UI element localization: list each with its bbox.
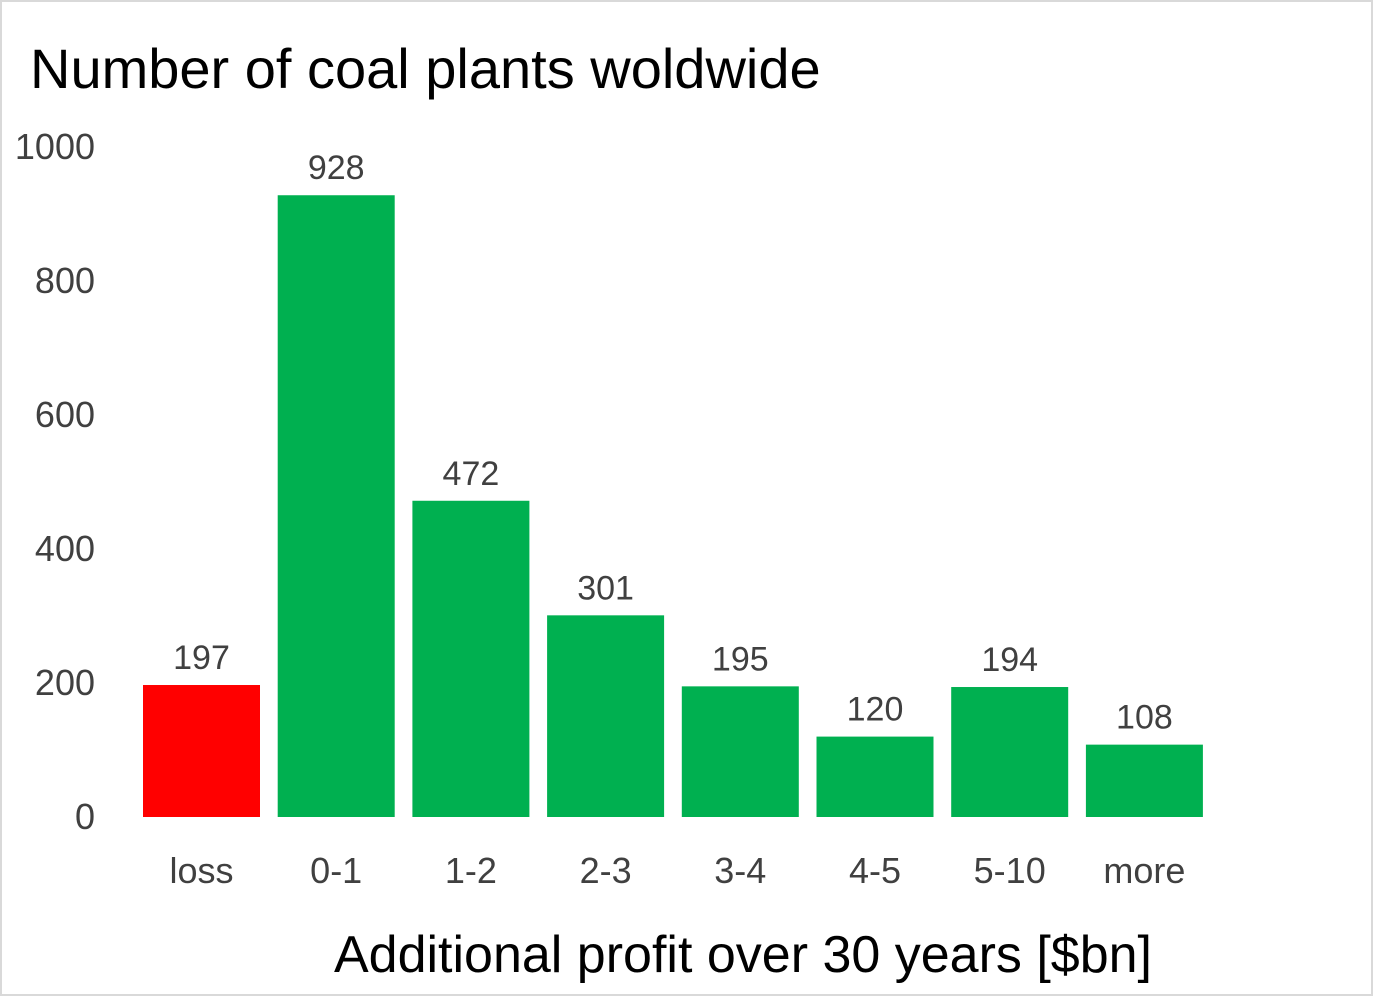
- y-tick-label: 1000: [15, 126, 95, 167]
- bar-1-2: [412, 500, 530, 817]
- data-label: 928: [308, 149, 365, 187]
- chart-title: Number of coal plants woldwide: [30, 37, 821, 100]
- y-axis: 0 200 400 600 800 1000: [15, 126, 95, 837]
- x-tick-label: 2-3: [580, 850, 632, 891]
- data-label: 120: [847, 691, 904, 729]
- y-tick-label: 800: [35, 260, 95, 301]
- data-label: 472: [443, 455, 500, 493]
- x-tick-label: 0-1: [310, 850, 362, 891]
- x-tick-label: 4-5: [849, 850, 901, 891]
- x-tick-label: 3-4: [714, 850, 766, 891]
- x-axis: loss 0-1 1-2 2-3 3-4 4-5 5-10 more: [169, 850, 1185, 891]
- x-tick-label: more: [1103, 850, 1185, 891]
- x-tick-label: 1-2: [445, 850, 497, 891]
- data-label: 197: [173, 639, 230, 677]
- x-axis-title: Additional profit over 30 years [$bn]: [334, 926, 1152, 984]
- bar-more: [1085, 744, 1203, 817]
- y-tick-label: 200: [35, 662, 95, 703]
- data-label: 194: [981, 641, 1038, 679]
- bar-2-3: [547, 615, 665, 817]
- bar-loss: [143, 685, 260, 817]
- y-tick-label: 400: [35, 528, 95, 569]
- bar-0-1: [277, 195, 395, 818]
- y-tick-label: 600: [35, 394, 95, 435]
- x-tick-label: loss: [169, 850, 233, 891]
- x-tick-label: 5-10: [974, 850, 1046, 891]
- data-label: 301: [577, 569, 634, 607]
- bar-3-4: [681, 686, 799, 817]
- bar-5-10: [951, 687, 1069, 817]
- y-tick-label: 0: [75, 796, 95, 837]
- bar-4-5: [816, 736, 934, 817]
- data-labels: 197 928 472 301 195 120 194 108: [173, 149, 1173, 736]
- data-label: 195: [712, 640, 769, 678]
- bars: [143, 195, 1203, 818]
- data-label: 108: [1116, 699, 1173, 737]
